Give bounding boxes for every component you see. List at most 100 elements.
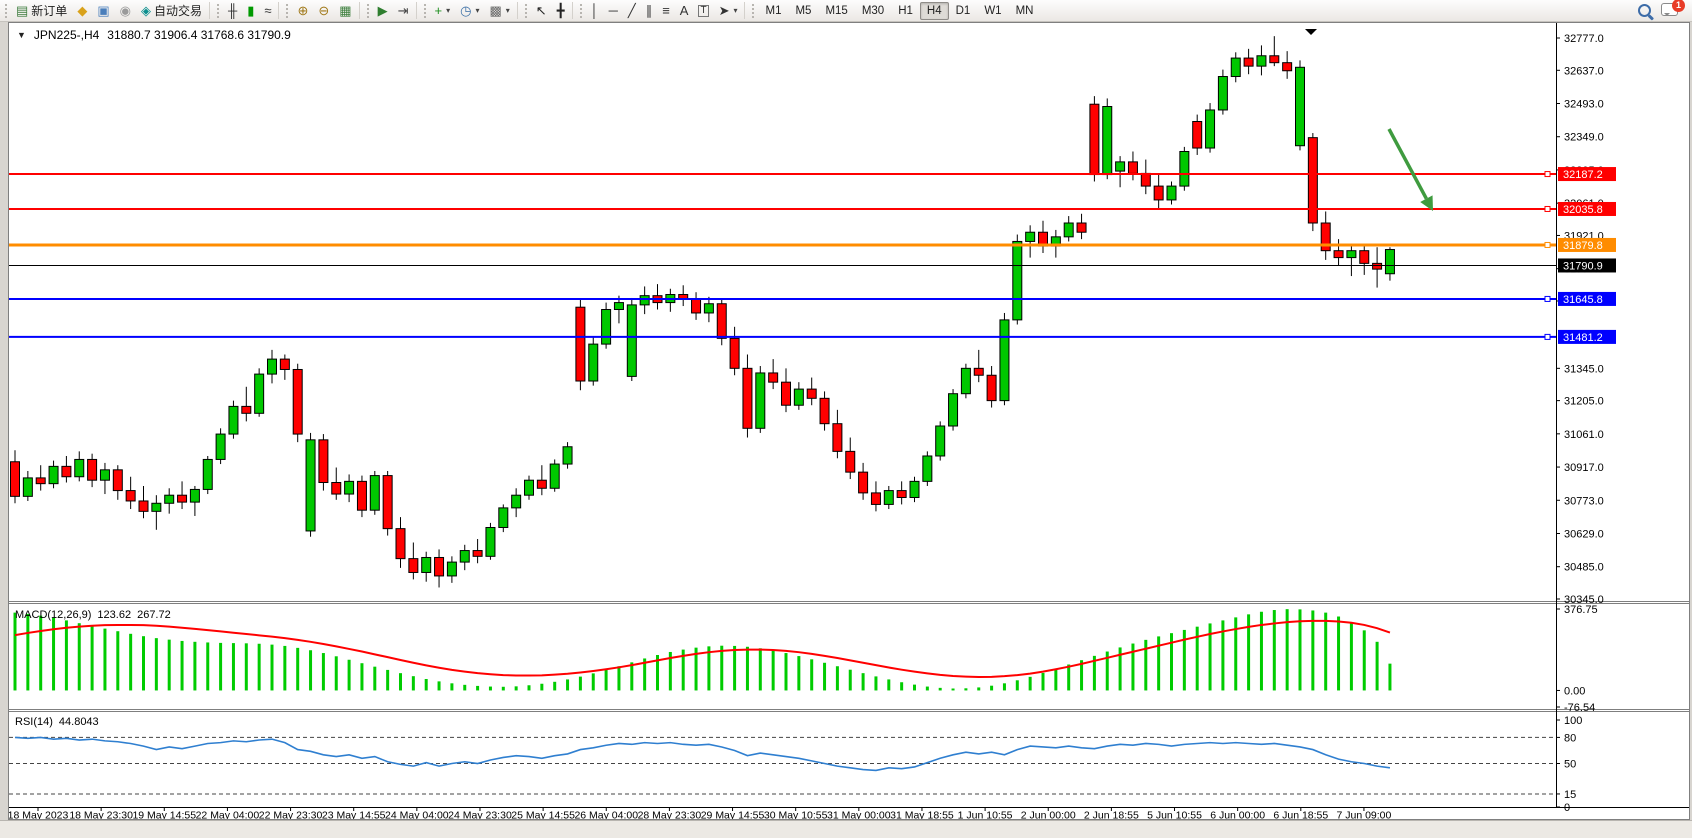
channel-tool-button[interactable]: ∥: [641, 2, 658, 20]
candle: [189, 488, 200, 503]
signals-button[interactable]: ◉: [115, 2, 136, 20]
new-order-button[interactable]: ▤ 新订单: [11, 2, 72, 20]
candlestick-mode-button[interactable]: ▮: [242, 2, 259, 20]
timeframe-m30-button[interactable]: M30: [855, 2, 891, 20]
candle: [716, 303, 727, 339]
candle: [1115, 161, 1126, 172]
macd-histogram-bar: [1324, 612, 1328, 691]
macd-histogram-bar: [244, 643, 248, 691]
autotrading-button[interactable]: ◈ 自动交易: [136, 2, 207, 20]
macd-histogram-bar: [1067, 664, 1071, 691]
toolbar: ▤ 新订单 ◆ ▣ ◉ ◈ 自动交易 ╫ ▮ ≈ ⊕ ⊖ ▦ ▶ ⇥ + ▾ ◷ ▾ ▩ ▾ ↖ ╋ │ ─ ╱ ∥ ≡ A T ➤ ▾ M1 M…: [0, 0, 1692, 22]
templates-button[interactable]: ▩ ▾: [484, 2, 514, 20]
indicators-button[interactable]: + ▾: [430, 2, 456, 20]
candle: [703, 303, 714, 314]
macd-histogram-bar: [1170, 633, 1173, 691]
vertical-line-tool-button[interactable]: │: [586, 2, 604, 20]
macd-pane: 376.75 0.00 -76.54: [13, 604, 1598, 714]
periods-button[interactable]: ◷ ▾: [455, 2, 484, 20]
candle: [485, 526, 496, 557]
crosshair-button[interactable]: ╋: [552, 2, 570, 20]
trendline-tool-button[interactable]: ╱: [623, 2, 641, 20]
bar-chart-mode-button[interactable]: ╫: [223, 2, 242, 20]
rsi-label: RSI(14) 44.8043: [15, 716, 99, 728]
macd-histogram-bar: [1272, 610, 1276, 691]
line-drag-handle[interactable]: [1544, 333, 1551, 340]
line-chart-mode-icon: ≈: [264, 3, 272, 18]
zoom-out-button[interactable]: ⊖: [313, 2, 334, 20]
timeframe-mn-button[interactable]: MN: [1009, 2, 1041, 20]
price-line-badge: [1558, 329, 1616, 344]
timeframe-m5-button[interactable]: M5: [788, 2, 818, 20]
price-tick-label: 30629.0: [1564, 528, 1604, 540]
timeframe-h4-button[interactable]: H4: [919, 1, 949, 20]
price-axis[interactable]: 32777.032637.032493.032349.032205.032061…: [1556, 33, 1604, 606]
cursor-button[interactable]: ↖: [531, 2, 552, 20]
timeframe-m15-button[interactable]: M15: [818, 2, 854, 20]
indicators-dropdown-icon[interactable]: ▾: [446, 6, 451, 15]
candle: [215, 433, 226, 460]
toolbar-grip: [523, 3, 528, 18]
macd-histogram-bar: [913, 684, 916, 691]
candle: [395, 528, 406, 560]
chart-canvas[interactable]: 32777.032637.032493.032349.032205.032061…: [9, 23, 1689, 819]
text-label-tool-button[interactable]: T: [693, 2, 713, 20]
fibonacci-tool-button[interactable]: ≡: [657, 2, 675, 20]
candle: [601, 309, 612, 345]
timeframe-w1-button[interactable]: W1: [977, 2, 1008, 20]
tile-windows-button[interactable]: ▦: [334, 2, 356, 20]
macd-signal-value: 267.72: [137, 609, 171, 621]
macd-histogram-bar: [630, 662, 634, 691]
macd-histogram-bar: [13, 612, 17, 691]
macd-histogram-bar: [1195, 626, 1199, 691]
templates-dropdown-icon[interactable]: ▾: [505, 6, 510, 15]
candle: [112, 469, 123, 492]
time-tick-label: 6 Jun 18:55: [1273, 810, 1328, 820]
line-drag-handle[interactable]: [1544, 171, 1551, 178]
zoom-in-button[interactable]: ⊕: [292, 2, 313, 20]
macd-histogram-bar: [1041, 672, 1045, 691]
arrows-tool-dropdown-icon[interactable]: ▾: [733, 6, 738, 15]
macd-histogram-bar: [360, 663, 364, 691]
arrow-annotation[interactable]: [1387, 128, 1433, 211]
price-line-badge: [1558, 291, 1616, 306]
arrows-tool-button[interactable]: ➤ ▾: [714, 2, 743, 20]
macd-histogram-bar: [373, 666, 377, 691]
timeframe-h1-button[interactable]: H1: [891, 2, 920, 20]
metaeditor-button[interactable]: ▣: [92, 2, 114, 20]
macd-histogram-bar: [656, 654, 659, 691]
signals-icon: ◉: [119, 3, 131, 18]
time-tick-label: 22 May 23:30: [259, 810, 323, 820]
search-icon[interactable]: [1638, 4, 1651, 17]
chart-shift-marker-icon[interactable]: [1305, 29, 1317, 35]
time-axis[interactable]: 18 May 2023 18 May 23:30 19 May 14:55 22 Ma…: [9, 807, 1392, 819]
timeframe-d1-button[interactable]: D1: [949, 2, 978, 20]
price-tick-label: 32637.0: [1564, 65, 1604, 77]
chart-shift-button[interactable]: ⇥: [393, 2, 414, 20]
periods-dropdown-icon[interactable]: ▾: [475, 6, 480, 15]
macd-histogram-bar: [617, 666, 621, 691]
line-drag-handle[interactable]: [1544, 205, 1551, 212]
text-tool-button[interactable]: A: [675, 2, 694, 20]
macd-histogram-bar: [424, 678, 428, 691]
auto-scroll-button[interactable]: ▶: [373, 2, 393, 20]
notifications-button[interactable]: 1: [1661, 0, 1685, 19]
line-chart-mode-button[interactable]: ≈: [259, 2, 276, 20]
rsi-scale-label: 15: [1564, 789, 1576, 801]
periods-icon: ◷: [460, 3, 472, 18]
bar-chart-mode-icon: ╫: [227, 3, 238, 18]
metaeditor-icon: ▣: [97, 3, 110, 18]
chart-window[interactable]: 32777.032637.032493.032349.032205.032061…: [8, 22, 1690, 820]
line-drag-handle[interactable]: [1544, 241, 1551, 248]
horizontal-line-tool-button[interactable]: ─: [604, 2, 623, 20]
time-tick-label: 18 May 23:30: [69, 810, 133, 820]
macd-histogram-bar: [154, 638, 158, 691]
timeframe-m1-button[interactable]: M1: [758, 2, 788, 20]
price-lines[interactable]: 32187.2 32035.8 31879.8 31790.9 31645.8 31481…: [9, 167, 1616, 344]
market-pouch-button[interactable]: ◆: [72, 2, 92, 20]
chart-collapse-icon[interactable]: ▼: [17, 30, 26, 40]
macd-histogram-bar: [1105, 651, 1109, 691]
chart-ohlc-values: 31880.7 31906.4 31768.6 31790.9: [107, 28, 291, 42]
line-drag-handle[interactable]: [1544, 295, 1551, 302]
macd-label: MACD(12,26,9) 123.62 267.72: [15, 609, 171, 621]
